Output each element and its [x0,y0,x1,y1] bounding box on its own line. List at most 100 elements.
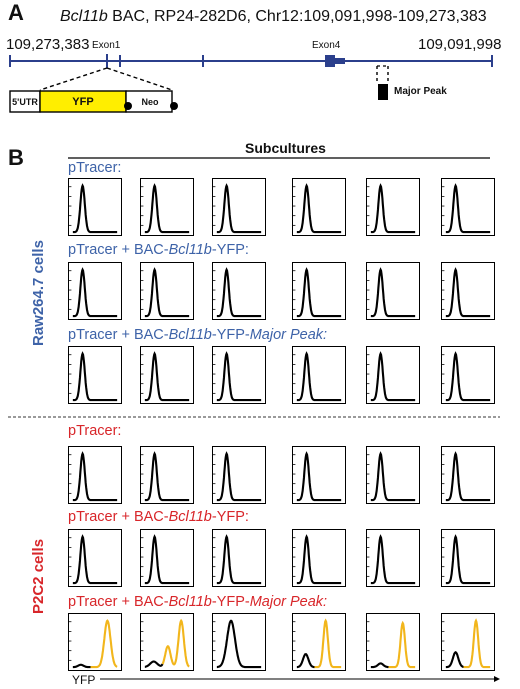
raw-row3-label: pTracer + BAC-Bcl11b-YFP-Major Peak: [68,327,328,343]
yfp-negative-curve [445,267,491,318]
histogram-panel [68,262,122,320]
yfp-negative-curve [370,267,416,318]
histogram-panel [441,613,495,671]
yfp-negative-curve [144,451,190,502]
histogram-panel [366,529,420,587]
yfp-negative-curve [72,183,118,234]
yfp-negative-curve [370,183,416,234]
bac-map-diagram [9,54,493,113]
yfp-negative-curve [296,534,342,585]
histogram-panel [292,178,346,236]
yfp-negative-curve [216,351,262,402]
histogram-panel [292,446,346,504]
yfp-negative-curve [72,534,118,585]
histogram-panel [366,178,420,236]
histogram-panel [212,613,266,671]
loxp-right [170,102,178,110]
histogram-panel [140,262,194,320]
yfp-box-label: YFP [72,96,94,108]
histogram-panel [212,446,266,504]
p2c2-cells-label: P2C2 cells [30,538,47,614]
raw-cells-label: Raw264.7 cells [30,240,47,346]
p2c2-row2-label: pTracer + BAC-Bcl11b-YFP: [68,509,249,525]
histogram-panel [140,178,194,236]
histogram-panel [441,346,495,404]
zoom-line-left [39,67,108,91]
zoom-line-right [106,67,173,91]
histogram-panel [68,529,122,587]
histogram-panel [68,613,122,671]
major-peak-block [378,84,388,100]
utr3-block [335,58,345,64]
bac-title: Bcl11b BAC, RP24-282D6, Chr12:109,091,99… [60,8,487,26]
neo-label: Neo [141,97,159,107]
yfp-negative-curve [296,183,342,234]
yfp-negative-curve [216,451,262,502]
histogram-panel [212,262,266,320]
yfp-negative-curve [144,267,190,318]
coord-left: 109,273,383 [6,36,90,53]
bac-title-rest: BAC, RP24-282D6, Chr12:109,091,998-109,2… [107,8,487,25]
raw-row2-label: pTracer + BAC-Bcl11b-YFP: [68,242,249,258]
exon4-label: Exon4 [312,40,341,51]
neo-box-shape [125,90,173,113]
yfp-positive-curve [388,620,416,669]
yfp-negative-curve [370,351,416,402]
histogram-panel [212,529,266,587]
histogram-panel [366,613,420,671]
major-peak-label: Major Peak [394,86,447,97]
histogram-panel [68,178,122,236]
yfp-positive-curve [90,619,118,669]
exon1-label: Exon1 [92,40,121,51]
panel-a-letter: A [8,0,24,25]
yfp-negative-curve [445,534,491,585]
histogram-panel [292,529,346,587]
p2c2-row1-label: pTracer: [68,423,122,439]
yfp-negative-curve [72,351,118,402]
yfp-positive-curve [463,618,491,669]
coord-right: 109,091,998 [418,36,502,53]
histogram-panel [366,262,420,320]
yfp-negative-curve [296,451,342,502]
yfp-negative-curve [296,267,342,318]
histogram-panel [212,178,266,236]
yfp-negative-curve [144,183,190,234]
histogram-panel [212,346,266,404]
yfp-negative-curve [445,183,491,234]
yfp-negative-curve [216,183,262,234]
histogram-panel [140,613,194,671]
yfp-negative-curve [144,351,190,402]
histogram-panel [292,613,346,671]
panel-b-letter: B [8,145,24,170]
histogram-panel [366,346,420,404]
yfp-negative-curve [216,619,262,669]
yfp-negative-curve [370,534,416,585]
yfp-negative-curve [72,451,118,502]
histogram-panel [68,446,122,504]
yfp-negative-curve [216,267,262,318]
yfp-negative-curve [72,267,118,318]
yfp-negative-curve [144,534,190,585]
yfp-positive-curve [161,618,190,668]
yfp-negative-curve [216,534,262,585]
yfp-positive-curve [314,618,342,669]
yfp-negative-curve [445,351,491,402]
yfp-negative-curve [296,351,342,402]
raw-row1-label: pTracer: [68,160,122,176]
histogram-panel [441,262,495,320]
yfp-negative-curve [296,653,315,669]
bac-gene-name: Bcl11b [60,8,108,25]
histogram-panel [366,446,420,504]
loxp-left [124,102,132,110]
yfp-negative-curve [144,660,164,668]
yfp-axis-label: YFP [72,673,96,687]
histogram-panel [292,262,346,320]
subcultures-header: Subcultures [245,140,326,156]
yfp-negative-curve [445,451,491,502]
histogram-panel [441,178,495,236]
histogram-panel [441,446,495,504]
yfp-negative-curve [370,662,389,669]
histogram-panel [140,529,194,587]
p2c2-row3-label: pTracer + BAC-Bcl11b-YFP-Major Peak: [68,594,328,610]
